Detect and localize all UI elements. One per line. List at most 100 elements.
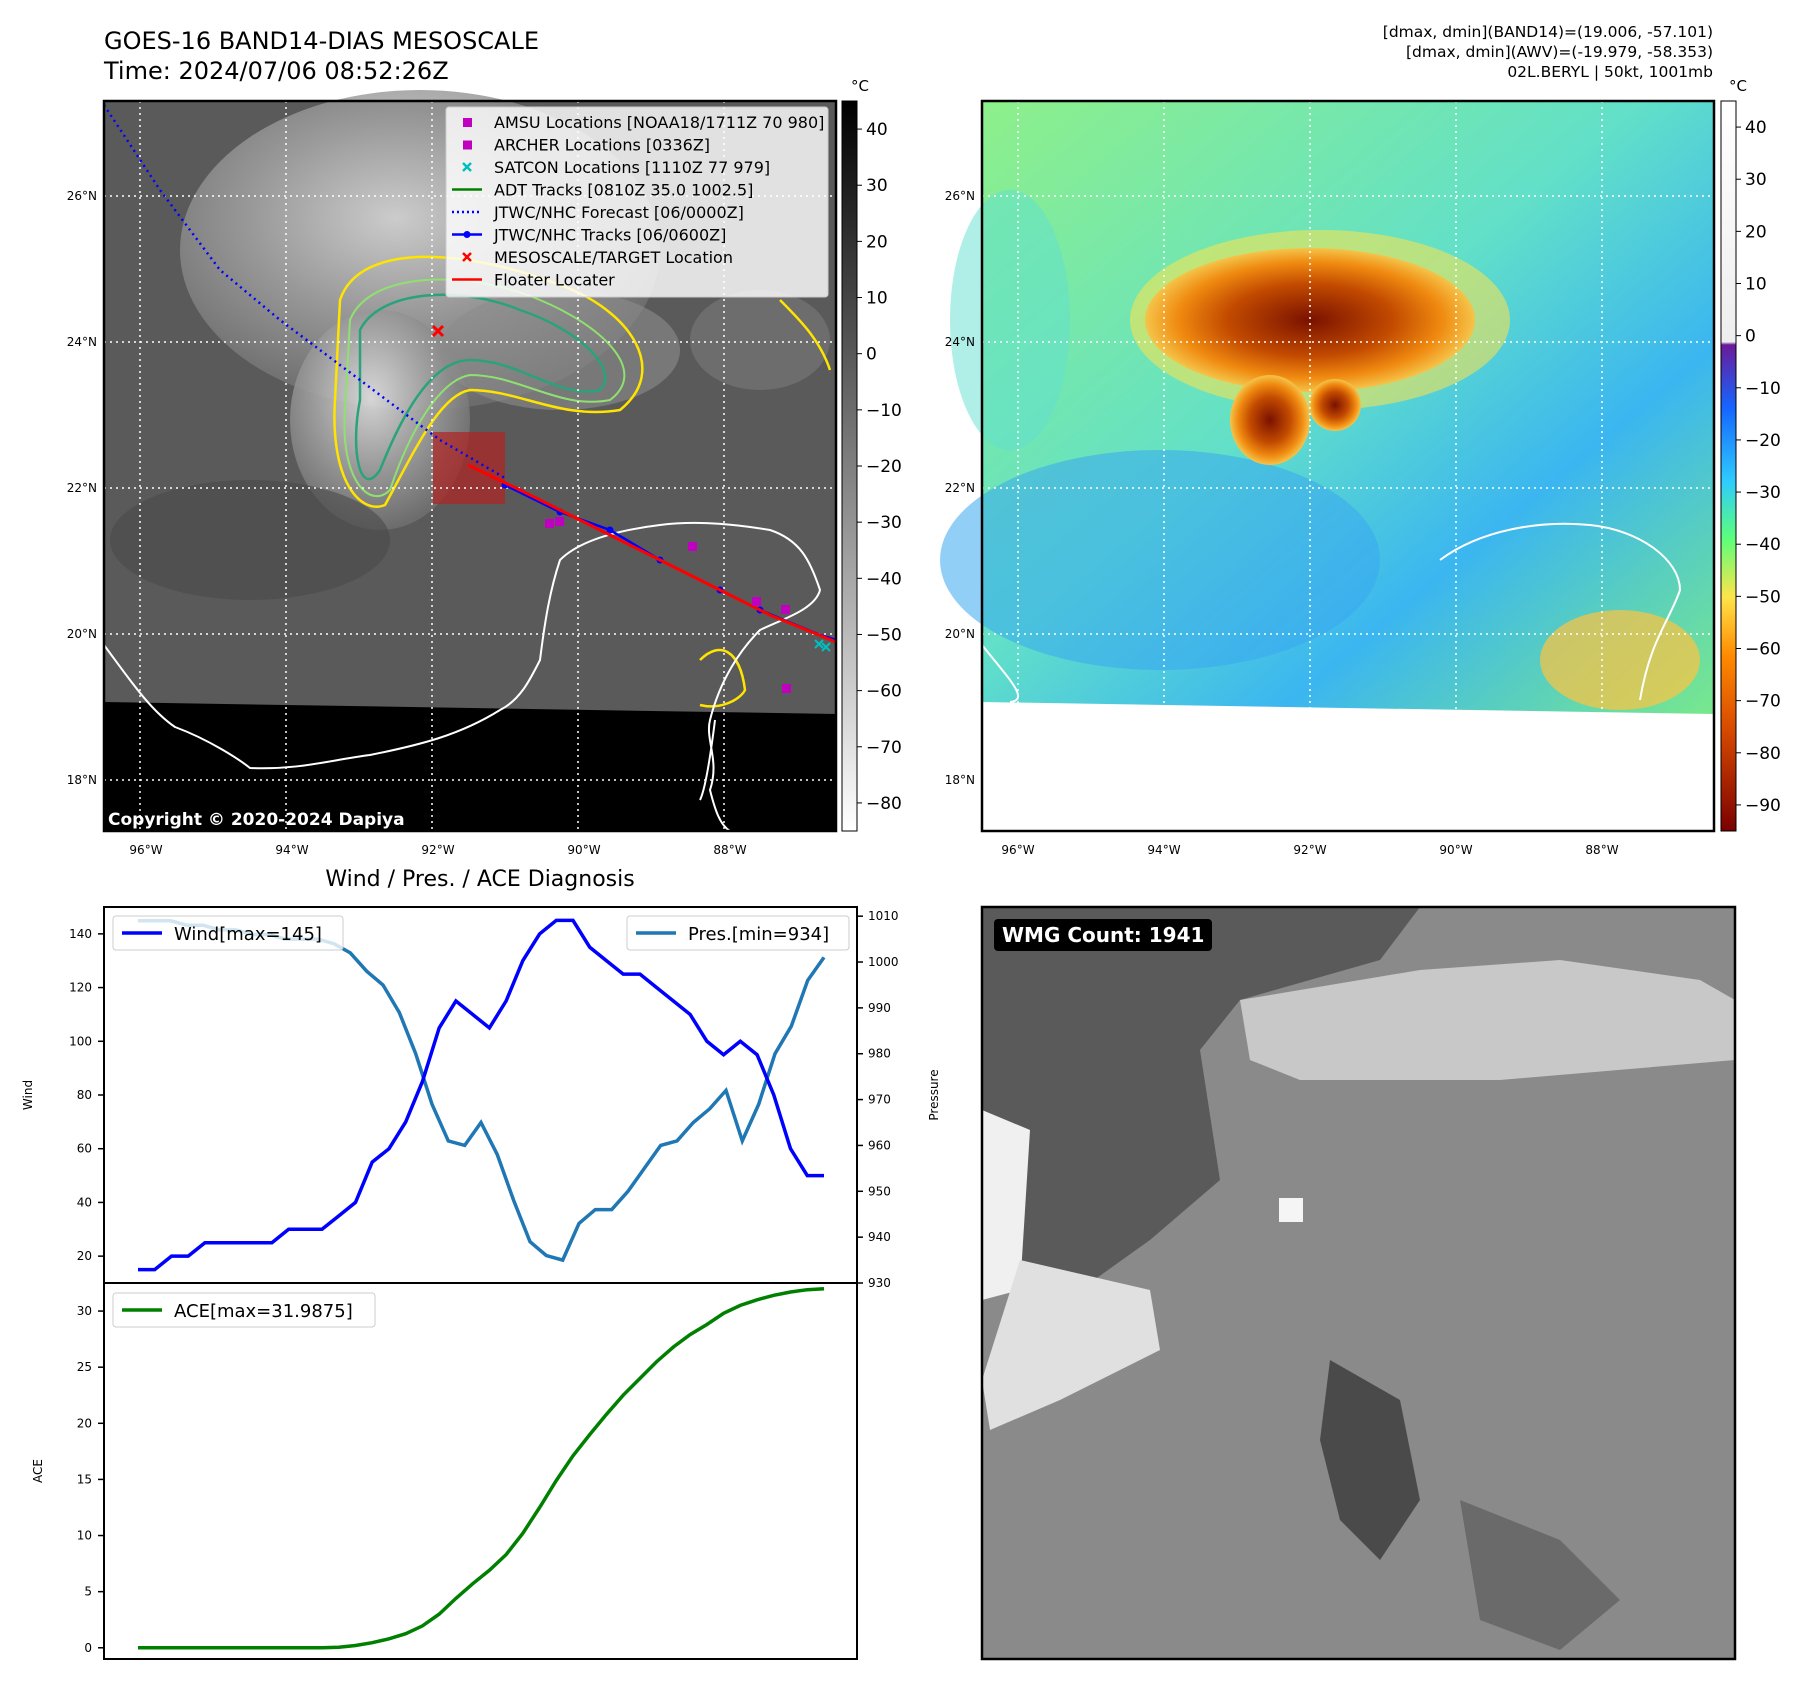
colorbar-tick-label: −60 xyxy=(866,682,902,702)
map-legend-items: AMSU Locations [NOAA18/1711Z 70 980] ARCH… xyxy=(452,113,824,290)
storm-info-label: 02L.BERYL | 50kt, 1001mb xyxy=(1507,63,1713,81)
cloud-top-core xyxy=(1145,248,1475,392)
cold-contour-yellow-south xyxy=(699,648,747,708)
colorbar-tick-label: −40 xyxy=(1745,535,1781,555)
lat-label: 22°N xyxy=(67,481,97,495)
lon-label: 92°W xyxy=(421,843,454,857)
ace-tick-label: 10 xyxy=(77,1529,92,1543)
wmg-frame xyxy=(980,905,1737,1661)
colorbar-tick-label: 30 xyxy=(866,176,888,196)
cloud-top-cell xyxy=(1309,379,1361,431)
colorbar-tick-label: −90 xyxy=(1745,796,1781,816)
legend-x-marker xyxy=(462,252,472,262)
pressure-legend xyxy=(626,915,850,951)
color-colorbar: °C 40 30 20 10 0 −10 −20 −30 −40 −50 −60 −70 −80 −90 xyxy=(1720,77,1781,832)
colorbar-tick-label: −20 xyxy=(866,457,902,477)
lat-label: 18°N xyxy=(67,773,97,787)
lon-label: 90°W xyxy=(1439,843,1472,857)
floater-box xyxy=(433,432,505,504)
colorbar-tick-label: −10 xyxy=(866,401,902,421)
pressure-tick-label: 980 xyxy=(868,1047,891,1061)
wind-tick-label: 120 xyxy=(69,981,92,995)
colorbar-tick-label: −40 xyxy=(866,569,902,589)
ace-tick-label: 15 xyxy=(77,1472,92,1486)
diagnosis-title: Wind / Pres. / ACE Diagnosis xyxy=(325,867,634,892)
pressure-tick-label: 1000 xyxy=(868,955,899,969)
ir-map-panel: AMSU Locations [NOAA18/1711Z 70 980] ARCH… xyxy=(102,90,838,833)
cold-contour-yellow-east xyxy=(779,299,832,371)
legend-label: SATCON Locations [1110Z 77 979] xyxy=(494,158,770,177)
wind-tick-label: 60 xyxy=(77,1142,92,1156)
clear-region-west xyxy=(110,480,390,600)
colorbar-tick-label: −80 xyxy=(1745,744,1781,764)
ace-tick-label: 25 xyxy=(77,1360,92,1374)
legend-square-marker xyxy=(463,118,472,127)
wmg-light-region-north xyxy=(1240,960,1735,1080)
enhanced-ir-map-panel xyxy=(940,99,1716,833)
ace-legend-label: ACE[max=31.9875] xyxy=(174,1301,353,1322)
ace-chart: 0 5 10 15 20 25 30 ACE ACE[max=31.9875] xyxy=(31,1282,858,1660)
wind-series-line xyxy=(138,918,824,1272)
colorbar-unit: °C xyxy=(851,77,869,95)
ace-plot-frame xyxy=(103,1282,858,1660)
cold-contour-teal xyxy=(354,293,607,480)
wind-tick-label: 20 xyxy=(77,1249,92,1263)
wind-tick-label: 100 xyxy=(69,1034,92,1048)
awv-range-label: [dmax, dmin](AWV)=(-19.979, -58.353) xyxy=(1406,43,1713,61)
colorbar-tick-label: 40 xyxy=(1745,118,1767,138)
color-coastline xyxy=(981,522,1682,703)
legend-item: ADT Tracks [0810Z 35.0 1002.5] xyxy=(452,181,753,200)
colorbar-tick-label: 30 xyxy=(1745,170,1767,190)
pressure-tick-label: 940 xyxy=(868,1230,891,1244)
lat-label: 18°N xyxy=(945,773,975,787)
copyright-label: Copyright © 2020-2024 Dapiya xyxy=(108,810,405,830)
legend-square-marker xyxy=(463,140,472,150)
lat-label: 24°N xyxy=(67,335,97,349)
pressure-legend-label: Pres.[min=934] xyxy=(688,924,829,945)
legend-label: JTWC/NHC Forecast [06/0000Z] xyxy=(493,203,744,222)
legend-label: MESOSCALE/TARGET Location xyxy=(494,248,733,267)
colorbar-tick-label: 0 xyxy=(1745,327,1756,347)
wind-tick-label: 80 xyxy=(77,1088,92,1102)
wmg-bright-strip-west xyxy=(982,1110,1030,1300)
cloud-top-southeast xyxy=(1540,610,1700,710)
colorbar-tick-label: −10 xyxy=(1745,379,1781,399)
legend-x-marker xyxy=(462,162,472,172)
satcon-markers xyxy=(814,639,831,652)
color-map-gridlines xyxy=(982,101,1714,831)
colorbar-tick-label: −30 xyxy=(1745,483,1781,503)
chart-title: GOES-16 BAND14-DIAS MESOSCALE xyxy=(104,27,540,55)
wmg-count-badge: WMG Count: 1941 xyxy=(994,919,1213,951)
gray-colorbar: °C 40 30 20 10 0 −10 −20 −30 −40 −50 −60 −70 −80 xyxy=(841,77,902,832)
pressure-tick-label: 960 xyxy=(868,1138,891,1152)
legend-item: JTWC/NHC Forecast [06/0000Z] xyxy=(452,203,744,222)
colorbar-tick-label: −60 xyxy=(1745,640,1781,660)
colorbar-tick-label: −30 xyxy=(866,513,902,533)
colorbar-tick-label: −50 xyxy=(1745,587,1781,607)
pressure-axis-label: Pressure xyxy=(927,1069,941,1120)
ace-series-line xyxy=(138,1286,825,1650)
colorbar-tick-label: 20 xyxy=(1745,222,1767,242)
colorbar-tick-label: −70 xyxy=(1745,692,1781,712)
lat-label: 24°N xyxy=(945,335,975,349)
pressure-tick-label: 1010 xyxy=(868,909,899,923)
wind-pressure-chart: 20 40 60 80 100 120 140 930 940 950 960 970 980 990 10… xyxy=(21,906,941,1290)
mesoscale-target-marker xyxy=(431,324,445,338)
cloud-cluster-far-east xyxy=(690,290,830,390)
colorbar-tick-label: 40 xyxy=(866,120,888,140)
wind-plot-frame xyxy=(103,906,858,1284)
ace-tick-label: 0 xyxy=(84,1641,92,1655)
legend-dot-marker xyxy=(463,231,471,238)
colorbar-tick-label: 10 xyxy=(866,289,888,309)
lon-label: 94°W xyxy=(1147,843,1180,857)
floater-locater-track xyxy=(467,463,837,644)
pressure-tick-label: 990 xyxy=(868,1001,891,1015)
ace-legend xyxy=(112,1292,376,1328)
wind-tick-label: 40 xyxy=(77,1195,92,1209)
lon-label: 88°W xyxy=(713,843,746,857)
ace-tick-label: 20 xyxy=(77,1416,92,1430)
colorbar-tick-label: 0 xyxy=(866,345,877,365)
ace-tick-label: 30 xyxy=(77,1304,92,1318)
legend-label: JTWC/NHC Tracks [06/0600Z] xyxy=(493,226,726,245)
